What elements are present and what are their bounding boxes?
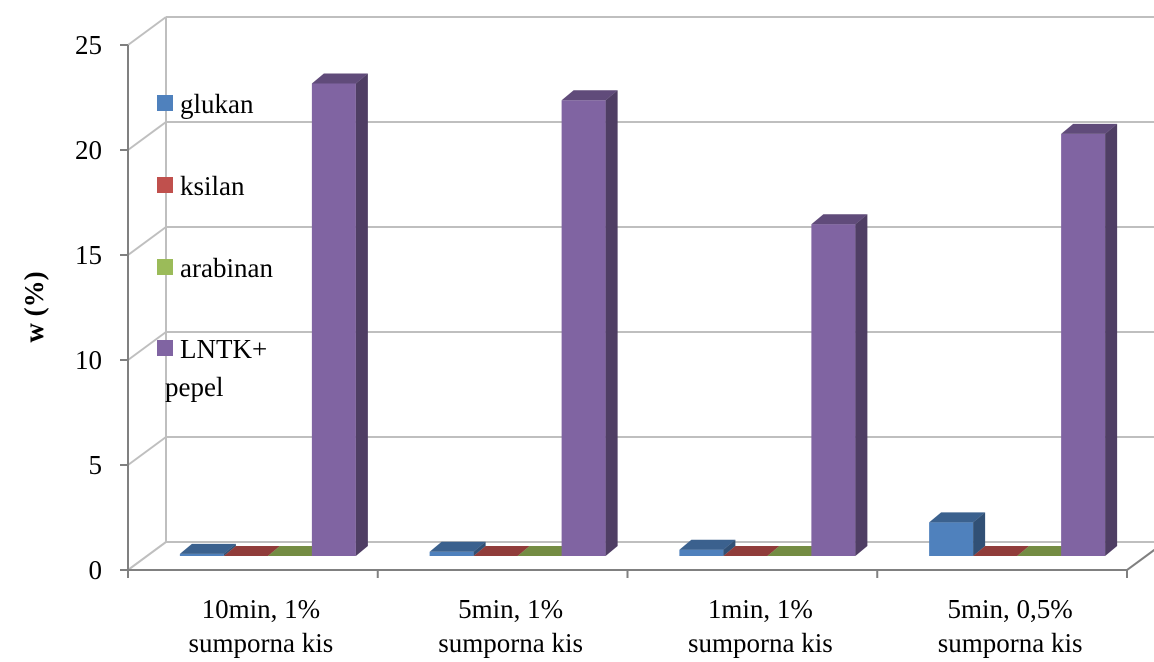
- bar-ksilan: [223, 546, 280, 556]
- x-category-label: 1min, 1% sumporna kis: [688, 594, 833, 658]
- y-tick-label: 15: [75, 240, 102, 270]
- bar-top-face: [517, 546, 574, 556]
- bars: [179, 73, 1118, 557]
- bar-top-face: [679, 539, 736, 550]
- bar-top-face: [929, 512, 986, 523]
- bar-glukan: [679, 539, 736, 556]
- bar-side-face: [973, 512, 986, 556]
- x-axis-depth-edge: [1126, 548, 1154, 571]
- x-category-label-line: 5min, 1%: [458, 594, 563, 624]
- legend-item-glukan: glukan: [157, 89, 254, 119]
- legend-item-ksilan: ksilan: [157, 171, 245, 201]
- bar-top-face: [767, 546, 824, 556]
- bar-front-face: [679, 549, 724, 556]
- legend-swatch: [157, 177, 173, 193]
- x-category-label-line: 1min, 1%: [708, 594, 813, 624]
- legend-swatch: [157, 340, 173, 356]
- bar-top-face: [723, 546, 780, 556]
- bar-top-face: [473, 546, 530, 556]
- bar-arabinan: [517, 546, 574, 556]
- x-category-label-line: sumporna kis: [938, 628, 1083, 658]
- x-category-label-line: sumporna kis: [438, 628, 583, 658]
- legend-label: arabinan: [180, 253, 273, 283]
- x-category-label-line: 5min, 0,5%: [948, 594, 1073, 624]
- x-category-labels: 10min, 1% sumporna kis 5min, 1% sumporna ki…: [189, 594, 1083, 658]
- legend-label: LNTK+ pepel: [165, 334, 267, 402]
- x-category-label: 5min, 0,5% sumporna kis: [938, 594, 1083, 658]
- gridlines: [127, 16, 1154, 571]
- legend-label: ksilan: [180, 171, 245, 201]
- bar-top-face: [561, 90, 618, 101]
- chart-walls: [124, 17, 1154, 571]
- legend: glukan ksilan arabinan LNTK+ pepel: [157, 89, 273, 402]
- axes: [120, 44, 1154, 578]
- bar-glukan: [179, 543, 236, 556]
- gridline-side: [127, 16, 167, 46]
- bar-front-face: [929, 522, 974, 556]
- bar-top-face: [811, 214, 868, 225]
- gridline-side: [127, 541, 167, 571]
- bar-front-face: [179, 553, 224, 556]
- bar-glukan: [929, 512, 986, 556]
- x-category-label-line: sumporna kis: [189, 628, 334, 658]
- x-category-label-line: 10min, 1%: [202, 594, 321, 624]
- bar-top-face: [1017, 546, 1074, 556]
- x-category-label-line: sumporna kis: [688, 628, 833, 658]
- bar-ksilan: [973, 546, 1030, 556]
- gridline-side: [127, 331, 167, 361]
- y-tick-label: 5: [89, 450, 103, 480]
- legend-swatch: [157, 95, 173, 111]
- bar-ksilan: [473, 546, 530, 556]
- bar-ksilan: [723, 546, 780, 556]
- bar-top-face: [267, 546, 324, 556]
- bar-lntk-pepel: [561, 90, 618, 557]
- bar-side-face: [723, 539, 736, 556]
- y-tick-label: 10: [75, 345, 102, 375]
- legend-label-line: glukan: [180, 89, 254, 119]
- x-category-label: 10min, 1% sumporna kis: [189, 594, 334, 658]
- gridline-side: [127, 436, 167, 466]
- legend-item-arabinan: arabinan: [157, 253, 273, 283]
- gridline-side: [127, 121, 167, 151]
- legend-label-line: arabinan: [180, 253, 273, 283]
- bar-front-face: [561, 100, 606, 557]
- bar-arabinan: [267, 546, 324, 556]
- legend-swatch: [157, 259, 173, 275]
- bar-lntk-pepel: [311, 73, 368, 556]
- bar-top-face: [311, 73, 368, 84]
- bar-glukan: [429, 541, 486, 556]
- gridline-side: [127, 226, 167, 256]
- y-tick-label: 0: [89, 555, 103, 585]
- bar-top-face: [223, 546, 280, 556]
- bar-side-face: [223, 543, 236, 556]
- bar-front-face: [1061, 133, 1106, 556]
- bar-top-face: [973, 546, 1030, 556]
- legend-label-line: LNTK+: [180, 334, 267, 364]
- legend-label: glukan: [180, 89, 254, 119]
- y-tick-label: 20: [75, 135, 102, 165]
- bar-top-face: [429, 541, 486, 552]
- bar-top-face: [179, 543, 236, 554]
- bar-side-face: [605, 90, 618, 557]
- y-axis-title: w (%): [19, 271, 49, 342]
- bar-front-face: [811, 224, 856, 556]
- y-tick-label: 25: [75, 30, 102, 60]
- bar-lntk-pepel: [1061, 123, 1118, 557]
- bar-side-face: [855, 214, 868, 556]
- bar-side-face: [355, 73, 368, 556]
- x-category-label: 5min, 1% sumporna kis: [438, 594, 583, 658]
- bar-arabinan: [1017, 546, 1074, 556]
- bar-arabinan: [767, 546, 824, 556]
- bar-side-face: [473, 541, 486, 556]
- bar-side-face: [1105, 123, 1118, 557]
- legend-label-line: ksilan: [180, 171, 245, 201]
- bar-top-face: [1061, 123, 1118, 134]
- y-tick-labels: 0 5 10 15 20 25: [75, 30, 102, 585]
- bar-lntk-pepel: [811, 214, 868, 556]
- bar-front-face: [429, 551, 474, 556]
- legend-item-lntk-pepel: LNTK+ pepel: [157, 334, 267, 402]
- bar-front-face: [311, 83, 356, 556]
- legend-label-line: pepel: [165, 372, 223, 402]
